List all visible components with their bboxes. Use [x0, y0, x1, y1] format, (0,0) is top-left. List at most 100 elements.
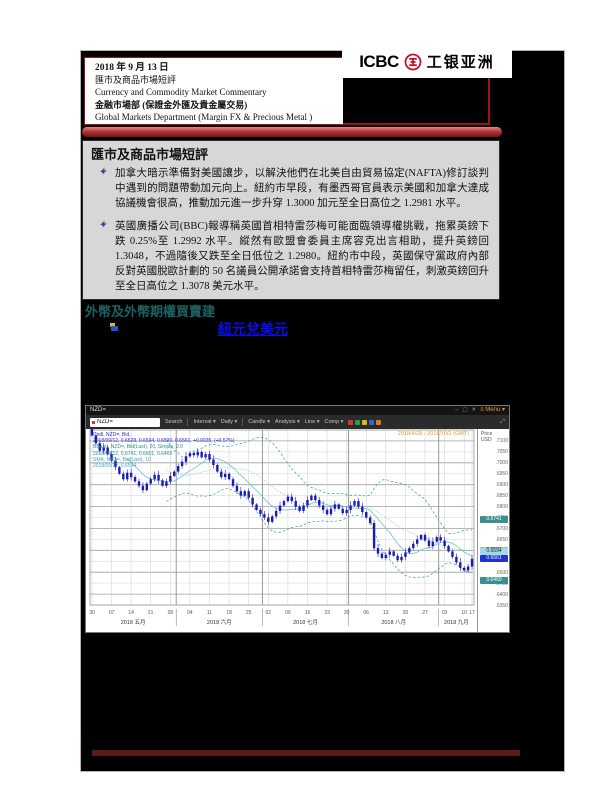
svg-text:09: 09 [285, 610, 291, 616]
y-axis-highlight: 0.6460 [480, 577, 508, 585]
svg-text:30: 30 [344, 610, 350, 616]
symbol-search-input [97, 418, 158, 426]
icbc-asia-text: 工银亚洲 [426, 54, 495, 71]
y-axis-tick: .7100 [495, 438, 508, 445]
svg-text:10: 10 [461, 610, 467, 616]
diamond-bullet-icon: ✦ [99, 167, 108, 178]
expand-icon: ⤢ [500, 418, 505, 425]
svg-text:2018 五月: 2018 五月 [121, 619, 146, 626]
legend-line: 2018/09/12, 0.6741, 0.6601, 0.6460 [93, 450, 173, 457]
legend-line: SMA, NZD=, Bid(Last), 10 [93, 456, 151, 463]
chart-legend: Cndl, NZD=, Bid, 2018/09/12, 0.6528, 0.65… [93, 432, 235, 469]
legend-line: Cndl, NZD=, Bid, [93, 432, 131, 438]
svg-text:03: 03 [442, 610, 448, 616]
toolbar-separator [242, 418, 244, 426]
chart-window: NZD= – ▢ ✕ ≡ Menu ▾ Search Interval ▾ Da… [85, 405, 510, 633]
y-axis-tick: .7000 [495, 460, 508, 467]
toolbar-color-icon [369, 419, 375, 425]
legend-line: BBand, NZD=, Bid(Last), 20, Simple, 2.0 [93, 444, 183, 451]
axis-title-usd: USD [481, 437, 492, 443]
toolbar-analysis: Analysis ▾ [275, 419, 300, 425]
price-chart-plot: 30 07 14 21 28 04 11 18 25 02 09 16 23 30 06 13 20 27 03 10… [86, 426, 477, 632]
svg-text:30: 30 [89, 610, 95, 616]
nzdusd-link[interactable]: 紐元兌美元 [218, 323, 288, 338]
toolbar-search: Search [165, 419, 183, 425]
y-axis-tick: .6350 [495, 602, 508, 609]
svg-text:20: 20 [403, 610, 409, 616]
toolbar-color-icon [376, 419, 382, 425]
toolbar-comp: Comp ▾ [324, 419, 344, 425]
y-axis-tick: .6500 [495, 569, 508, 576]
svg-text:27: 27 [422, 610, 428, 616]
price-axis-panel: Price USD .7100 .7050 .7000 .6950 .6900 .6850… [477, 429, 509, 632]
axis-title-price: Price [481, 431, 493, 437]
y-axis-tick: .6950 [495, 471, 508, 478]
chart-toolbar: Search Interval ▾ Daily ▾ Candle ▾ Analy… [86, 415, 509, 429]
svg-text:21: 21 [148, 610, 154, 616]
svg-text:28: 28 [168, 610, 174, 616]
svg-text:18: 18 [226, 610, 232, 616]
svg-text:06: 06 [363, 610, 369, 616]
report-date: 2018 年 9 月 13 日 [95, 63, 169, 73]
quote-dot-icon [92, 420, 95, 424]
svg-text:2018 八月: 2018 八月 [381, 619, 406, 626]
y-axis-highlight: 0.6741 [480, 515, 508, 523]
svg-text:25: 25 [246, 610, 252, 616]
close-icon: ✕ [471, 407, 477, 413]
commentary-title: 匯市及商品市場短評 [91, 147, 209, 162]
footer-divider-bar [92, 750, 520, 756]
svg-text:07: 07 [109, 610, 115, 616]
commentary-bullet-2: ✦ 英國廣播公司(BBC)報導稱英國首相特雷莎梅可能面臨領導權挑戰，拖累英鎊下跌… [99, 219, 489, 294]
toolbar-separator [187, 418, 189, 426]
toolbar-color-icon [362, 419, 368, 425]
y-axis-tick: .6900 [495, 482, 508, 489]
svg-text:14: 14 [128, 610, 134, 616]
chart-titlebar: NZD= – ▢ ✕ ≡ Menu ▾ [86, 406, 509, 415]
toolbar-candle: Candle ▾ [248, 419, 270, 425]
toolbar-interval: Interval ▾ [193, 419, 216, 425]
y-axis-tick: .6850 [495, 493, 508, 500]
svg-text:13: 13 [383, 610, 389, 616]
icbc-logo-text: ICBC [359, 51, 399, 71]
svg-text:17: 17 [469, 610, 475, 616]
toolbar-color-icons [348, 419, 382, 425]
svg-text:11: 11 [207, 610, 212, 616]
svg-text:23: 23 [324, 610, 330, 616]
chart-bullet-icon [110, 323, 119, 332]
toolbar-color-icon [355, 419, 361, 425]
y-axis-highlight: 0.6594 [480, 548, 508, 556]
symbol-search-box [90, 417, 160, 427]
y-axis-tick: .6400 [495, 591, 508, 598]
red-divider-bar [82, 127, 502, 137]
legend-line: 2018/09/12, 0.6594 [93, 463, 137, 470]
commentary-bullet-2-text: 英國廣播公司(BBC)報導稱英國首相特雷莎梅可能面臨領導權挑戰，拖累英鎊下跌 0… [115, 221, 489, 292]
icbc-emblem-icon [404, 53, 422, 71]
fx-link-row: 紐元兌美元 [110, 319, 410, 339]
commentary-box: 匯市及商品市場短評 ✦ 加拿大暗示準備對美國讓步，以解決他們在北美自由貿易協定(… [82, 140, 500, 300]
department-cn: 金融市場部 (保證金外匯及貴金屬交易) [95, 99, 248, 110]
report-title-cn: 匯市及商品市場短評 [95, 75, 177, 86]
toolbar-color-icon [348, 419, 354, 425]
header-text-panel: 2018 年 9 月 13 日 匯市及商品市場短評 Currency and C… [85, 58, 343, 124]
y-axis-tick: .6700 [495, 525, 508, 532]
fx-section-title: 外幣及外幣期權買賣建 [85, 304, 216, 319]
svg-text:04: 04 [187, 610, 193, 616]
y-axis-highlight: 0.6561 [480, 555, 508, 563]
svg-text:16: 16 [305, 610, 311, 616]
commentary-bullet-1-text: 加拿大暗示準備對美國讓步，以解決他們在北美自由貿易協定(NAFTA)修訂談判中遇… [115, 168, 489, 209]
toolbar-daily: Daily ▾ [220, 419, 238, 425]
y-axis-tick: .6650 [495, 536, 508, 543]
diamond-bullet-icon: ✦ [99, 220, 108, 231]
chart-window-title: NZD= [90, 407, 106, 413]
chart-date-range: 2018/4/28 - 2018/10/2 (GMT) [397, 431, 469, 437]
commentary-bullet-1: ✦ 加拿大暗示準備對美國讓步，以解決他們在北美自由貿易協定(NAFTA)修訂談判… [99, 166, 489, 211]
svg-text:02: 02 [266, 610, 272, 616]
legend-line: 2018/09/12, 0.6528, 0.6594, 0.6520, 0.65… [93, 438, 235, 445]
icbc-logo: ICBC 工银亚洲 [342, 45, 512, 78]
svg-text:2018 七月: 2018 七月 [293, 618, 318, 626]
svg-text:2018 九月: 2018 九月 [444, 618, 469, 626]
chart-menu-button: ≡ Menu ▾ [480, 407, 505, 413]
y-axis-tick: .6800 [495, 504, 508, 511]
maximize-icon: ▢ [462, 407, 468, 413]
